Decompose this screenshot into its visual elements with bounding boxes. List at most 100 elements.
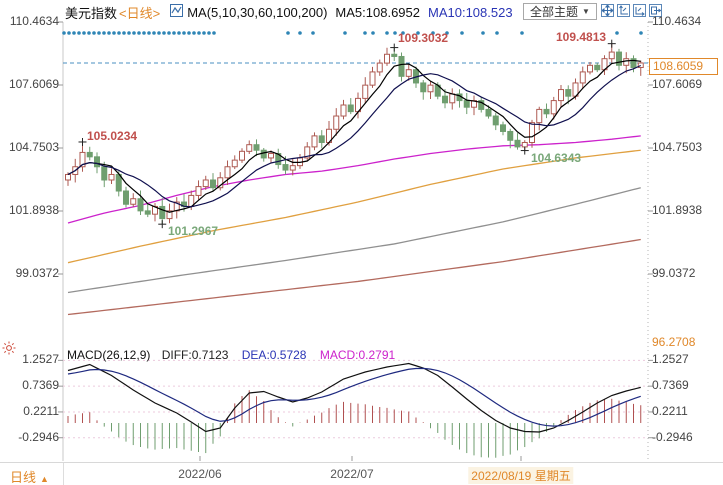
candle-body[interactable] bbox=[166, 210, 173, 220]
candle-body[interactable] bbox=[231, 159, 238, 168]
move-tool-icon[interactable] bbox=[601, 4, 614, 17]
event-dot[interactable] bbox=[127, 31, 131, 35]
event-dot[interactable] bbox=[92, 31, 96, 35]
scale-x-axis-icon[interactable] bbox=[633, 4, 646, 17]
scale-y-axis-icon[interactable] bbox=[617, 4, 630, 17]
event-dot[interactable] bbox=[172, 31, 176, 35]
event-dot[interactable] bbox=[62, 31, 66, 35]
candle-body[interactable] bbox=[398, 55, 405, 77]
candle-body[interactable] bbox=[123, 190, 129, 205]
candle-body[interactable] bbox=[587, 64, 593, 73]
event-dot[interactable] bbox=[122, 31, 126, 35]
candle-body[interactable] bbox=[514, 139, 521, 148]
candle-body[interactable] bbox=[623, 58, 630, 66]
event-dot[interactable] bbox=[445, 31, 449, 35]
candle-body[interactable] bbox=[318, 135, 325, 143]
event-dot[interactable] bbox=[157, 31, 161, 35]
candle-body[interactable] bbox=[362, 84, 369, 99]
event-dot[interactable] bbox=[371, 31, 375, 35]
candle-body[interactable] bbox=[579, 71, 586, 84]
event-dot[interactable] bbox=[162, 31, 166, 35]
candle-body[interactable] bbox=[65, 173, 71, 181]
candle-body[interactable] bbox=[239, 150, 245, 161]
indicator-settings-sun-icon[interactable] bbox=[2, 341, 16, 358]
event-dot[interactable] bbox=[107, 31, 111, 35]
candle-body[interactable] bbox=[304, 146, 311, 159]
candle-body[interactable] bbox=[442, 95, 448, 104]
candle-body[interactable] bbox=[101, 166, 108, 181]
candle-body[interactable] bbox=[463, 100, 470, 108]
candle-body[interactable] bbox=[202, 179, 209, 188]
event-dot[interactable] bbox=[97, 31, 101, 35]
candle-body[interactable] bbox=[369, 71, 376, 86]
event-dot[interactable] bbox=[431, 31, 435, 35]
event-dot[interactable] bbox=[311, 31, 315, 35]
event-dot[interactable] bbox=[197, 31, 201, 35]
candle-body[interactable] bbox=[376, 62, 383, 73]
candle-body[interactable] bbox=[159, 205, 166, 220]
event-dot[interactable] bbox=[385, 31, 389, 35]
candle-body[interactable] bbox=[210, 179, 216, 189]
candle-body[interactable] bbox=[384, 53, 390, 64]
event-dot[interactable] bbox=[117, 31, 121, 35]
event-dot[interactable] bbox=[520, 31, 524, 35]
candle-body[interactable] bbox=[137, 198, 144, 212]
candle-body[interactable] bbox=[616, 51, 622, 66]
candle-body[interactable] bbox=[427, 84, 434, 93]
candle-body[interactable] bbox=[130, 198, 137, 205]
candle-body[interactable] bbox=[311, 135, 318, 148]
candle-body[interactable] bbox=[543, 108, 550, 115]
candle-body[interactable] bbox=[108, 173, 115, 181]
event-dot[interactable] bbox=[182, 31, 186, 35]
event-dot[interactable] bbox=[401, 31, 405, 35]
event-dot[interactable] bbox=[286, 31, 290, 35]
event-dot[interactable] bbox=[615, 31, 619, 35]
event-dot[interactable] bbox=[460, 31, 464, 35]
candle-body[interactable] bbox=[478, 100, 485, 110]
candle-body[interactable] bbox=[86, 151, 93, 158]
candle-body[interactable] bbox=[260, 149, 267, 159]
candle-body[interactable] bbox=[565, 89, 572, 97]
event-dot[interactable] bbox=[147, 31, 151, 35]
event-dot[interactable] bbox=[298, 31, 302, 35]
candle-body[interactable] bbox=[492, 115, 499, 126]
event-dot[interactable] bbox=[495, 31, 499, 35]
event-dot[interactable] bbox=[187, 31, 191, 35]
candle-body[interactable] bbox=[630, 58, 637, 69]
event-dot[interactable] bbox=[82, 31, 86, 35]
candle-body[interactable] bbox=[507, 130, 514, 141]
period-selector[interactable]: 日线 ▲ bbox=[10, 470, 49, 485]
candle-body[interactable] bbox=[195, 186, 202, 196]
event-dot[interactable] bbox=[137, 31, 141, 35]
event-dot[interactable] bbox=[177, 31, 181, 35]
candle-body[interactable] bbox=[485, 108, 492, 117]
event-dot[interactable] bbox=[343, 31, 347, 35]
indicator-chart-icon[interactable] bbox=[170, 4, 184, 20]
candle-body[interactable] bbox=[217, 177, 224, 189]
candle-body[interactable] bbox=[420, 82, 427, 93]
event-dot[interactable] bbox=[87, 31, 91, 35]
candle-body[interactable] bbox=[246, 144, 253, 152]
event-dot[interactable] bbox=[72, 31, 76, 35]
candle-body[interactable] bbox=[79, 151, 86, 168]
event-dot[interactable] bbox=[363, 31, 367, 35]
event-dot[interactable] bbox=[481, 31, 485, 35]
candle-body[interactable] bbox=[333, 115, 340, 130]
candle-body[interactable] bbox=[340, 104, 347, 117]
event-dot[interactable] bbox=[416, 31, 420, 35]
candle-body[interactable] bbox=[536, 108, 543, 124]
candle-body[interactable] bbox=[405, 69, 412, 77]
event-dot[interactable] bbox=[207, 31, 211, 35]
candle-body[interactable] bbox=[449, 93, 456, 104]
candle-body[interactable] bbox=[500, 124, 506, 132]
candle-body[interactable] bbox=[282, 164, 289, 171]
collapse-panel-icon[interactable] bbox=[649, 4, 662, 17]
candle-body[interactable] bbox=[608, 51, 615, 60]
candle-body[interactable] bbox=[594, 64, 601, 71]
candle-body[interactable] bbox=[289, 165, 296, 171]
candle-body[interactable] bbox=[144, 210, 151, 215]
theme-dropdown[interactable]: 全部主题 ▼ bbox=[523, 3, 597, 20]
event-dot[interactable] bbox=[393, 31, 397, 35]
event-dot[interactable] bbox=[167, 31, 171, 35]
